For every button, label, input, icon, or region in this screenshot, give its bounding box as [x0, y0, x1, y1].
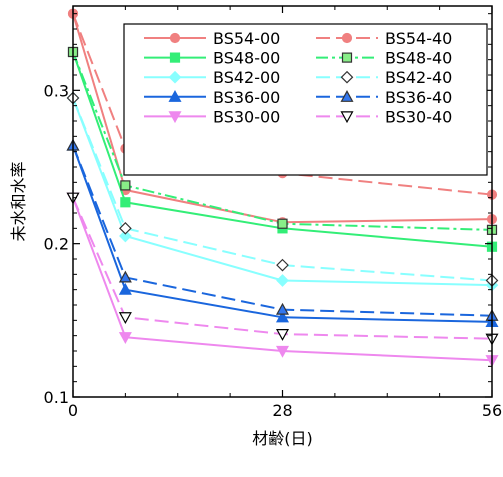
data-point [275, 310, 290, 323]
legend-entry: BS54-00 [144, 29, 280, 48]
legend-entry: BS54-40 [316, 29, 452, 48]
legend-entry: BS36-40 [316, 88, 452, 107]
legend-swatch-marker [168, 111, 182, 124]
series-line [72, 145, 493, 317]
legend-swatch-marker [340, 111, 354, 124]
series-line [72, 13, 493, 224]
legend-label: BS36-40 [385, 88, 452, 107]
data-point [118, 270, 132, 283]
series-line [72, 197, 493, 340]
legend-swatch-marker [168, 90, 182, 102]
series-line [72, 145, 493, 323]
series-line [72, 97, 493, 282]
series-bs30-40 [66, 192, 499, 346]
series-line [72, 51, 493, 248]
data-point [275, 329, 290, 341]
x-axis-title: 材齢(日) [252, 429, 313, 448]
legend-entry: BS42-00 [144, 68, 280, 87]
data-point [119, 221, 132, 235]
data-point [120, 180, 131, 191]
data-point [118, 282, 132, 295]
ticks-layer: 0 28 56 0.1 0.2 0.3 [44, 6, 502, 420]
legend-label: BS36-00 [213, 88, 280, 107]
y-tick-label: 0.3 [44, 81, 69, 100]
legend-label: BS30-00 [213, 107, 280, 126]
data-point [118, 312, 132, 325]
data-point [275, 302, 290, 315]
legend-swatch-marker [340, 70, 354, 84]
legend-label: BS54-40 [385, 29, 452, 48]
x-tick-label: 0 [68, 401, 78, 420]
y-tick-label: 0.1 [44, 388, 69, 407]
legend-entry: BS36-00 [144, 88, 280, 107]
legend-entry: BS30-40 [316, 107, 452, 126]
legend-swatch-marker [168, 70, 182, 84]
legend-entry: BS30-00 [144, 107, 280, 126]
y-axis-title: 未水和水率 [9, 161, 28, 241]
series-line [72, 197, 493, 362]
legend-entry: BS48-00 [144, 49, 280, 68]
legend: BS54-00 BS54-40 BS48-00 BS48-40 BS42-00 BS42-… [123, 23, 488, 176]
legend-label: BS54-00 [213, 29, 280, 48]
x-tick-label: 56 [482, 401, 502, 420]
legend-box [123, 23, 488, 176]
data-point [119, 229, 132, 243]
legend-entry: BS48-40 [316, 49, 452, 68]
legend-label: BS30-40 [385, 107, 452, 126]
series-line [72, 51, 493, 231]
legend-swatch-marker [169, 52, 181, 63]
legend-swatch-marker [341, 32, 353, 44]
legend-swatch-marker [341, 52, 353, 63]
series-line [72, 97, 493, 287]
legend-label: BS42-00 [213, 68, 280, 87]
data-point [118, 332, 132, 344]
y-tick-label: 0.2 [44, 235, 69, 254]
legend-label: BS42-40 [385, 68, 452, 87]
legend-swatch-marker [169, 32, 181, 44]
legend-label: BS48-00 [213, 49, 280, 68]
data-point [275, 345, 290, 358]
data-point [277, 218, 288, 229]
legend-label: BS48-40 [385, 49, 452, 68]
x-tick-label: 28 [272, 401, 292, 420]
legend-entry: BS42-40 [316, 68, 452, 87]
data-point [276, 274, 289, 287]
data-point [120, 197, 131, 208]
data-point [276, 258, 289, 272]
legend-swatch-marker [340, 90, 354, 102]
